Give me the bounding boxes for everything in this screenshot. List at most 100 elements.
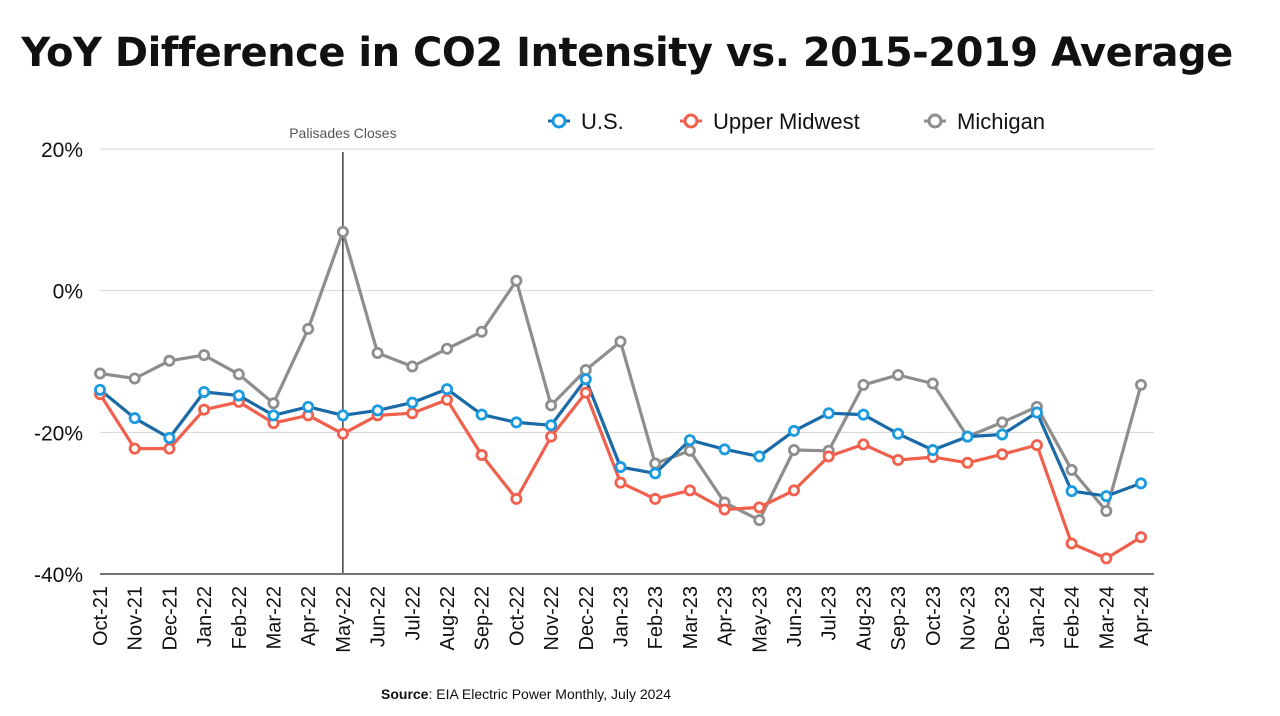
data-point (163, 431, 176, 444)
data-point (440, 342, 453, 355)
data-point (892, 427, 905, 440)
data-point (336, 225, 349, 238)
data-point (996, 416, 1009, 429)
x-tick-label: Apr-22 (298, 586, 320, 646)
x-tick-label: Jan-24 (1027, 586, 1049, 647)
data-point (302, 400, 315, 413)
series-lines (98, 230, 1143, 561)
data-point (1100, 490, 1113, 503)
data-point (440, 393, 453, 406)
data-point (649, 467, 662, 480)
data-point (857, 408, 870, 421)
data-point (545, 399, 558, 412)
x-tick-label: Dec-21 (159, 586, 181, 650)
annotation-label: Palisades Closes (289, 125, 396, 141)
data-point (788, 444, 801, 457)
data-point (579, 373, 592, 386)
data-point (267, 409, 280, 422)
y-tick-label: -40% (34, 564, 83, 587)
source-label: Source (381, 686, 429, 702)
data-point (232, 389, 245, 402)
data-point (683, 444, 696, 457)
data-point (857, 378, 870, 391)
data-point (614, 461, 627, 474)
data-point (1135, 378, 1148, 391)
x-tick-label: Jan-22 (194, 586, 216, 647)
x-tick-label: Sep-22 (472, 586, 494, 651)
x-tick-label: Aug-22 (437, 586, 459, 651)
data-point (510, 492, 523, 505)
data-point (614, 335, 627, 348)
x-tick-label: Mar-23 (680, 586, 702, 649)
data-point (475, 448, 488, 461)
data-point (683, 434, 696, 447)
x-tick-label: Jun-22 (368, 586, 390, 647)
data-point (128, 412, 141, 425)
legend-marker (683, 113, 699, 129)
data-point (198, 349, 211, 362)
x-tick-label: Jun-23 (784, 586, 806, 647)
data-point (788, 424, 801, 437)
y-axis-ticks: 20% 0% -20% -40% (34, 139, 83, 587)
data-point (198, 385, 211, 398)
data-point (371, 404, 384, 417)
x-tick-label: Dec-22 (576, 586, 598, 650)
data-point (857, 438, 870, 451)
data-point (788, 484, 801, 497)
x-tick-label: Feb-23 (645, 586, 667, 649)
data-point (892, 368, 905, 381)
x-tick-label: Oct-21 (90, 586, 112, 646)
x-tick-label: Jul-22 (402, 586, 424, 640)
legend-label: Upper Midwest (713, 109, 860, 134)
data-point (128, 372, 141, 385)
data-point (128, 442, 141, 455)
data-point (545, 419, 558, 432)
data-point (961, 430, 974, 443)
data-point (336, 409, 349, 422)
data-point (198, 403, 211, 416)
data-point (996, 428, 1009, 441)
x-tick-label: Mar-22 (264, 586, 286, 649)
x-tick-label: Jul-23 (819, 586, 841, 640)
x-tick-label: Apr-24 (1131, 586, 1153, 646)
data-point (163, 442, 176, 455)
data-point (406, 360, 419, 373)
data-point (510, 274, 523, 287)
x-tick-label: Jan-23 (611, 586, 633, 647)
x-tick-label: Mar-24 (1096, 586, 1118, 649)
data-point (718, 443, 731, 456)
x-axis-ticks: Oct-21 Nov-21 Dec-21 Jan-22 Feb-22 Mar-22 Apr-… (90, 586, 1153, 653)
data-point (232, 368, 245, 381)
data-point (1030, 406, 1043, 419)
data-point (475, 408, 488, 421)
x-tick-label: Nov-23 (958, 586, 980, 650)
x-tick-label: Oct-23 (923, 586, 945, 646)
data-point (545, 430, 558, 443)
legend-label: U.S. (581, 109, 624, 134)
data-point (614, 476, 627, 489)
x-tick-label: Dec-23 (992, 586, 1014, 650)
data-point (822, 407, 835, 420)
data-point (926, 444, 939, 457)
data-point (406, 396, 419, 409)
legend-marker (551, 113, 567, 129)
source-text: : EIA Electric Power Monthly, July 2024 (428, 686, 671, 702)
x-tick-label: Feb-22 (229, 586, 251, 649)
data-point (1135, 531, 1148, 544)
data-point (579, 386, 592, 399)
data-point (336, 427, 349, 440)
x-tick-label: May-23 (749, 586, 771, 653)
data-point (892, 453, 905, 466)
x-tick-label: Nov-21 (125, 586, 147, 650)
data-point (440, 383, 453, 396)
data-point (683, 484, 696, 497)
legend: U.S. Upper Midwest Michigan (548, 109, 1045, 134)
legend-label: Michigan (957, 109, 1045, 134)
x-tick-label: Apr-23 (715, 586, 737, 646)
data-point (1065, 463, 1078, 476)
y-tick-label: 20% (41, 139, 83, 162)
x-tick-label: Aug-23 (853, 586, 875, 651)
x-tick-label: Nov-22 (541, 586, 563, 650)
data-point (961, 456, 974, 469)
source-note: Source: EIA Electric Power Monthly, July… (381, 686, 671, 702)
